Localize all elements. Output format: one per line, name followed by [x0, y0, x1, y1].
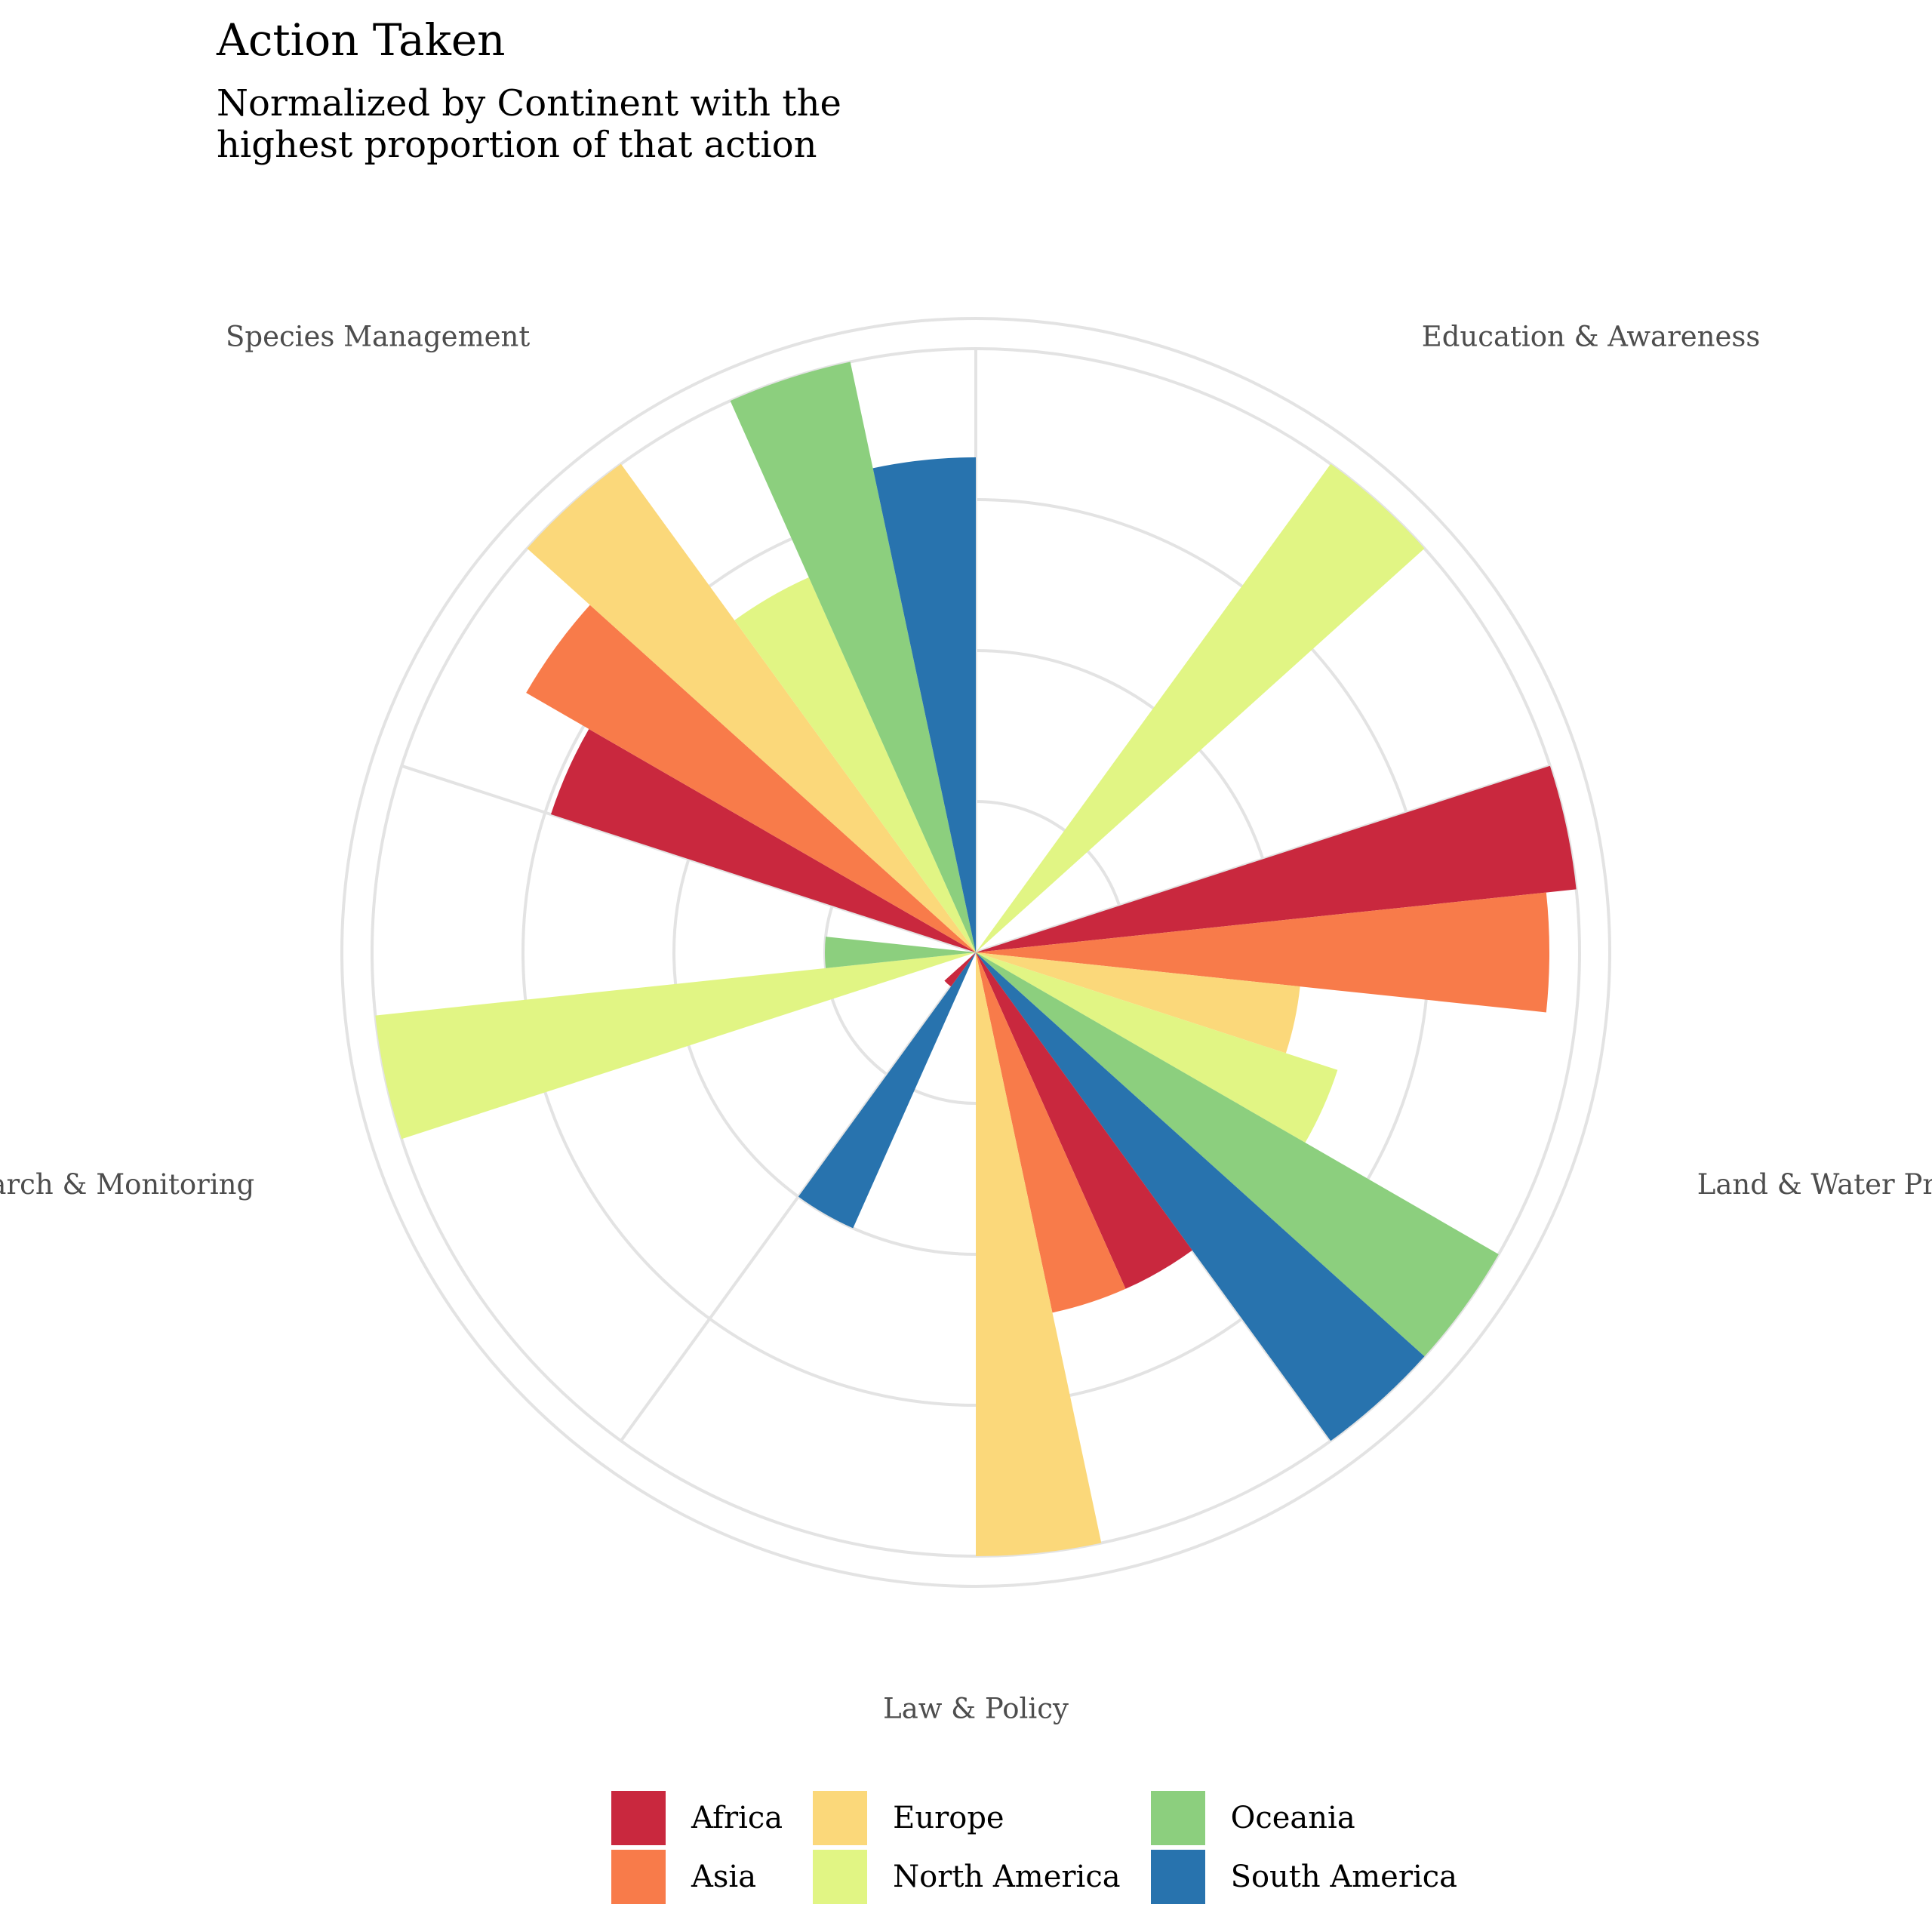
bar-law-policy-africa [976, 952, 1192, 1289]
bar-land-water-protection-oceania [976, 952, 1499, 1357]
bar-land-water-protection-asia [976, 892, 1549, 1013]
bar-land-water-protection-africa [976, 765, 1577, 952]
legend-swatch [813, 1850, 868, 1904]
bar-research-monitoring-oceania [824, 937, 976, 968]
legend-label: North America [893, 1860, 1121, 1894]
legend-item-europe: Europe [813, 1789, 1120, 1847]
legend-swatch [1150, 1850, 1205, 1904]
bar-species-management-europe [527, 463, 976, 952]
bar-law-policy-europe [976, 952, 1102, 1556]
bar-research-monitoring-africa [944, 952, 976, 987]
category-label-3: Law & Policy [883, 1693, 1069, 1725]
legend-label: Europe [893, 1801, 1004, 1835]
chart-title: Action Taken [217, 14, 506, 66]
category-label-2: Land & Water Protection [1697, 1168, 1932, 1201]
bar-species-management-north-america [734, 577, 976, 952]
category-label-4: Research & Monitoring [0, 1168, 254, 1201]
bar-land-water-protection-south-america [976, 952, 1425, 1441]
bar-law-policy-south-america [798, 952, 976, 1229]
bar-species-management-south-america [872, 457, 976, 952]
legend-swatch [611, 1850, 666, 1904]
legend-label: Africa [691, 1801, 783, 1835]
subtitle-line-1: Normalized by Continent with the [217, 82, 841, 125]
legend-item-north-america: North America [813, 1847, 1121, 1906]
legend-item-asia: Asia [611, 1847, 783, 1906]
legend-item-oceania: Oceania [1150, 1789, 1457, 1847]
chart-subtitle: Normalized by Continent with the highest… [217, 83, 841, 166]
category-labels: Education & Awareness Land & Water Protec… [0, 320, 1932, 1724]
legend-swatch [1150, 1791, 1205, 1845]
bar-species-management-africa [550, 729, 976, 952]
bar-species-management-asia [526, 605, 976, 952]
legend-item-africa: Africa [611, 1789, 783, 1847]
legend-swatch [611, 1791, 666, 1845]
bar-land-water-protection-europe [976, 952, 1300, 1054]
bar-research-monitoring-north-america [375, 952, 977, 1140]
legend-swatch [813, 1791, 868, 1845]
bar-marks [375, 361, 1577, 1556]
bar-education-awareness-north-america [976, 463, 1425, 952]
bar-species-management-oceania [730, 361, 976, 952]
category-label-5: Species Management [226, 320, 530, 352]
legend-label: Asia [691, 1860, 757, 1894]
bar-land-water-protection-north-america [976, 952, 1338, 1143]
legend-label: South America [1230, 1860, 1458, 1894]
legend: Africa Asia Europe North America Oceania Sout… [611, 1789, 1457, 1906]
legend-label: Oceania [1230, 1801, 1355, 1835]
bar-law-policy-asia [976, 952, 1126, 1313]
category-label-1: Education & Awareness [1422, 320, 1761, 352]
grid-outer-circle [340, 317, 1611, 1588]
subtitle-line-2: highest proportion of that action [217, 124, 817, 166]
legend-item-south-america: South America [1150, 1847, 1458, 1906]
